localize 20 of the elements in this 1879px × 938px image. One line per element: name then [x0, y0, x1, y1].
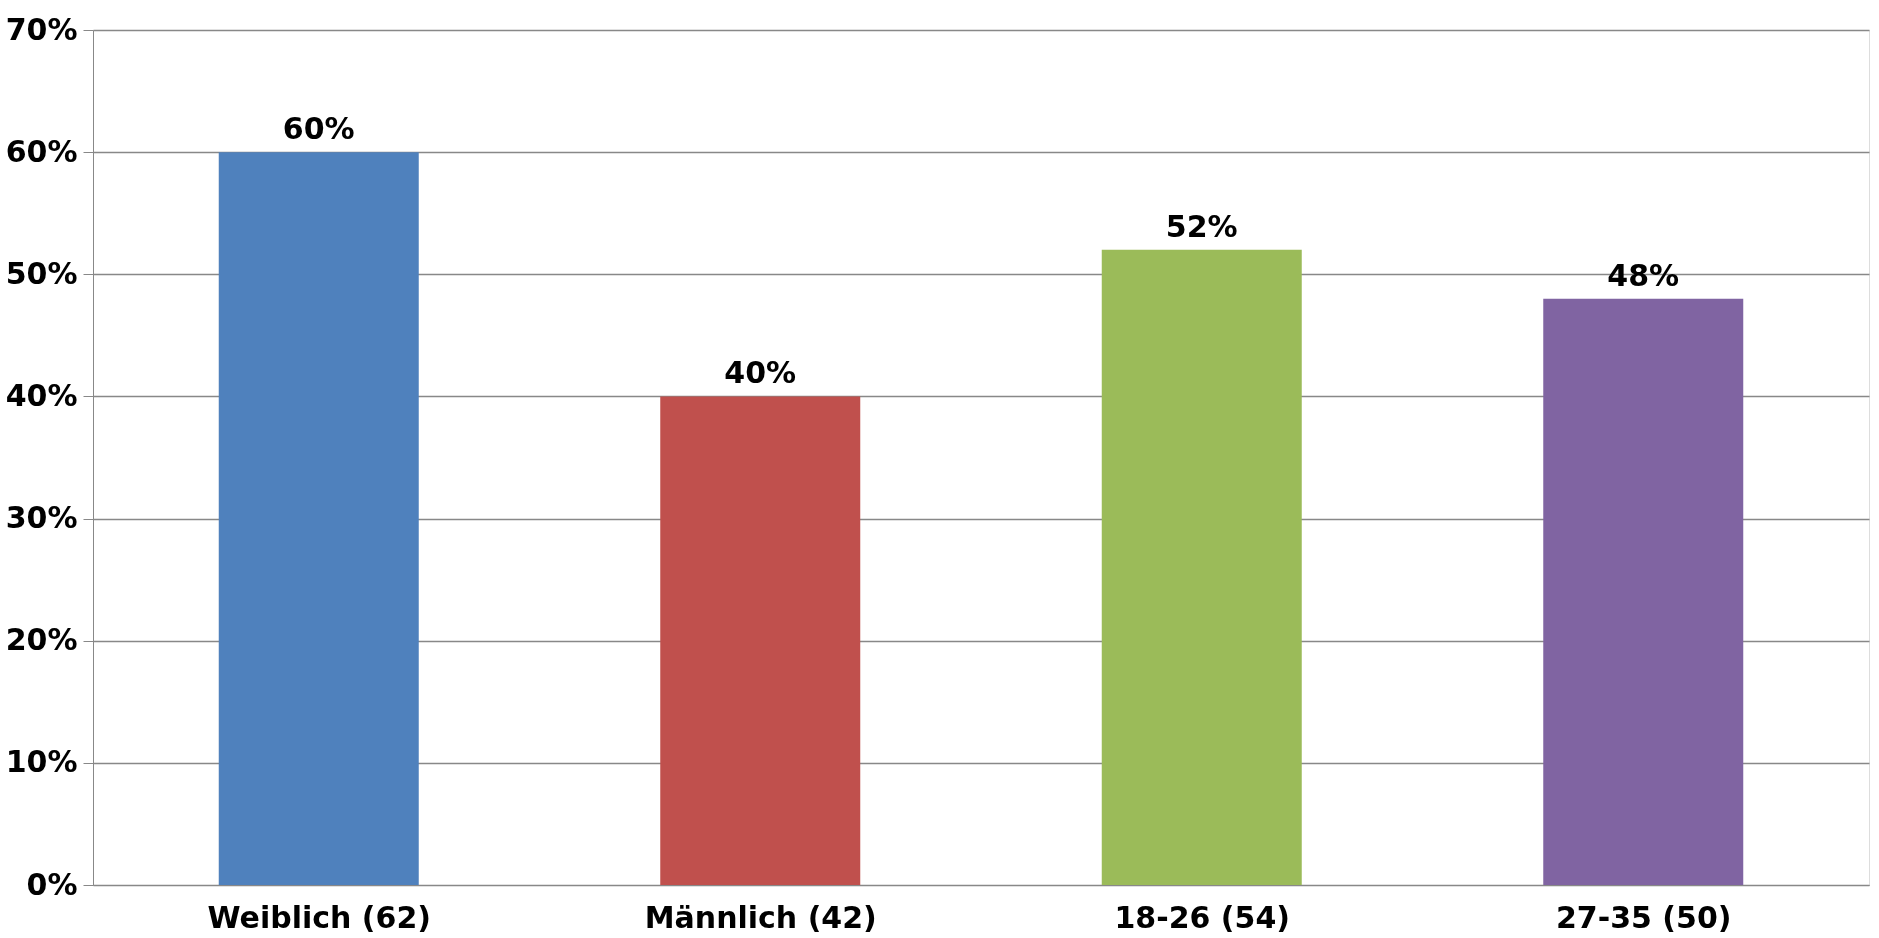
- bar: [1101, 249, 1302, 885]
- y-tick-label: 70%: [5, 11, 78, 47]
- x-tick-label: 27-35 (50): [1555, 899, 1732, 935]
- y-tick-label: 60%: [5, 133, 78, 169]
- bar: [218, 152, 419, 885]
- data-label: 52%: [1165, 208, 1238, 244]
- bar: [660, 396, 861, 885]
- data-label: 40%: [724, 355, 797, 391]
- y-tick-label: 20%: [5, 622, 78, 658]
- y-tick-label: 50%: [5, 255, 78, 291]
- y-tick-label: 10%: [5, 744, 78, 780]
- y-tick-label: 0%: [26, 866, 78, 902]
- x-tick-label: Männlich (42): [644, 899, 877, 935]
- data-label: 60%: [282, 111, 355, 147]
- bar: [1543, 298, 1744, 885]
- data-label: 48%: [1607, 257, 1680, 293]
- x-tick-label: Weiblich (62): [207, 899, 431, 935]
- x-tick-label: 18-26 (54): [1114, 899, 1291, 935]
- y-tick-label: 40%: [5, 377, 78, 413]
- y-tick-label: 30%: [5, 500, 78, 536]
